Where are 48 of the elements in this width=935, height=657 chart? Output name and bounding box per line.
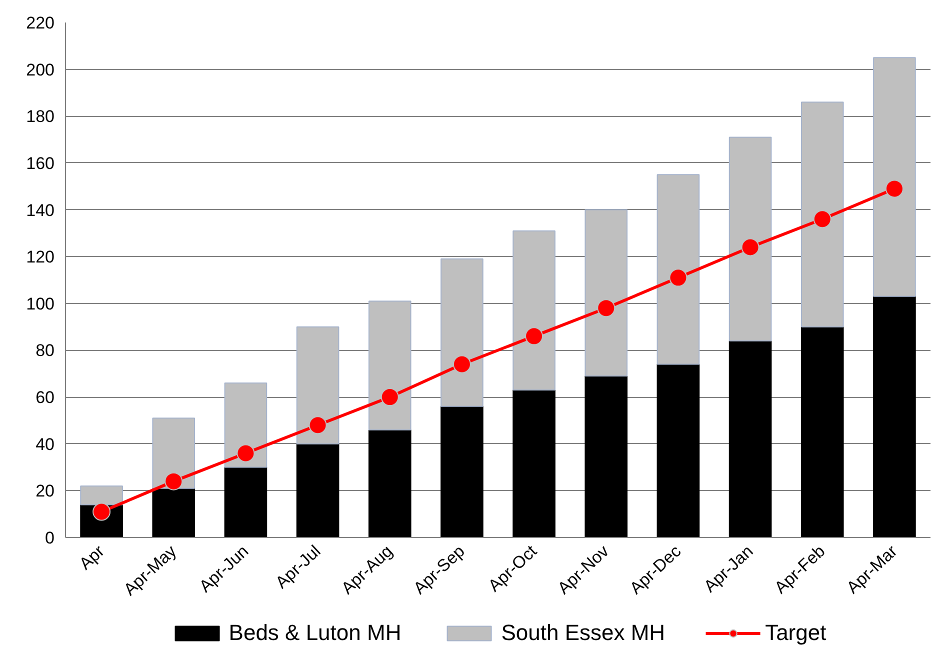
y-tick-label: 140 xyxy=(26,200,55,220)
bar xyxy=(656,364,700,538)
y-tick-label: 120 xyxy=(26,248,55,267)
bar xyxy=(800,326,844,538)
bar xyxy=(152,488,196,538)
y-tick-label: 20 xyxy=(36,482,55,501)
bar xyxy=(800,102,844,328)
bar xyxy=(656,174,700,365)
y-tick-label: 100 xyxy=(26,294,55,314)
bar xyxy=(224,382,268,468)
y-tick-label: 60 xyxy=(36,388,55,408)
bar xyxy=(873,296,916,538)
x-tick-label: Apr xyxy=(76,541,108,574)
bar xyxy=(873,57,916,297)
point xyxy=(669,268,688,287)
bar xyxy=(296,443,340,538)
bar xyxy=(296,326,340,444)
bar xyxy=(728,340,772,538)
bar xyxy=(368,300,412,430)
y-tick-label: 200 xyxy=(26,60,55,80)
point xyxy=(813,210,832,228)
y-tick-label: 180 xyxy=(26,107,55,126)
point xyxy=(597,299,616,318)
y-tick-label: 40 xyxy=(36,434,55,454)
bar xyxy=(512,230,556,391)
bar xyxy=(440,258,484,407)
point xyxy=(885,180,904,198)
bar xyxy=(368,429,412,538)
bar xyxy=(584,375,628,538)
legend-label: South Essex MH xyxy=(501,620,666,646)
bar xyxy=(440,406,484,538)
point xyxy=(380,388,399,406)
point xyxy=(525,327,544,346)
point xyxy=(741,238,760,256)
legend-label: Target xyxy=(765,620,826,646)
legend-label: Beds & Luton MH xyxy=(228,620,402,646)
bar xyxy=(584,209,628,376)
point xyxy=(452,355,471,374)
bar xyxy=(224,466,268,538)
y-tick-label: 220 xyxy=(26,14,55,32)
bar xyxy=(728,136,772,342)
y-tick-label: 80 xyxy=(36,341,55,360)
point xyxy=(308,416,327,434)
y-tick-label: 160 xyxy=(26,154,55,173)
bar xyxy=(512,390,556,538)
y-tick-label: 0 xyxy=(45,528,55,548)
point xyxy=(236,444,255,462)
point xyxy=(164,472,183,490)
